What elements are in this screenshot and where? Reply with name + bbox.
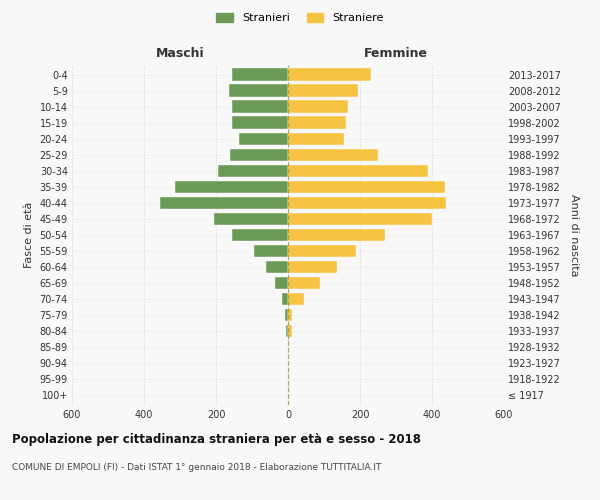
Bar bbox=[288, 293, 304, 306]
Bar bbox=[288, 84, 358, 97]
Bar bbox=[288, 116, 346, 129]
Bar bbox=[175, 180, 288, 193]
Bar bbox=[232, 68, 288, 81]
Bar bbox=[218, 164, 288, 177]
Bar bbox=[288, 196, 446, 209]
Y-axis label: Fasce di età: Fasce di età bbox=[24, 202, 34, 268]
Bar bbox=[232, 228, 288, 241]
Text: Femmine: Femmine bbox=[364, 47, 428, 60]
Bar bbox=[288, 261, 337, 274]
Bar bbox=[275, 277, 288, 289]
Bar bbox=[285, 309, 288, 322]
Bar bbox=[286, 325, 288, 338]
Bar bbox=[288, 132, 344, 145]
Bar bbox=[281, 293, 288, 306]
Bar bbox=[232, 100, 288, 113]
Bar bbox=[266, 261, 288, 274]
Text: Maschi: Maschi bbox=[155, 47, 205, 60]
Bar bbox=[232, 116, 288, 129]
Bar bbox=[288, 164, 428, 177]
Bar bbox=[288, 212, 432, 225]
Bar bbox=[254, 245, 288, 258]
Bar bbox=[288, 228, 385, 241]
Text: COMUNE DI EMPOLI (FI) - Dati ISTAT 1° gennaio 2018 - Elaborazione TUTTITALIA.IT: COMUNE DI EMPOLI (FI) - Dati ISTAT 1° ge… bbox=[12, 462, 382, 471]
Text: Popolazione per cittadinanza straniera per età e sesso - 2018: Popolazione per cittadinanza straniera p… bbox=[12, 432, 421, 446]
Legend: Stranieri, Straniere: Stranieri, Straniere bbox=[212, 8, 388, 28]
Bar bbox=[288, 148, 378, 161]
Bar bbox=[288, 277, 320, 289]
Bar bbox=[214, 212, 288, 225]
Y-axis label: Anni di nascita: Anni di nascita bbox=[569, 194, 580, 276]
Bar bbox=[239, 132, 288, 145]
Bar bbox=[229, 84, 288, 97]
Bar bbox=[288, 180, 445, 193]
Bar bbox=[288, 325, 292, 338]
Bar bbox=[288, 100, 349, 113]
Bar bbox=[160, 196, 288, 209]
Bar bbox=[230, 148, 288, 161]
Bar bbox=[288, 68, 371, 81]
Bar bbox=[288, 245, 356, 258]
Bar bbox=[288, 309, 292, 322]
